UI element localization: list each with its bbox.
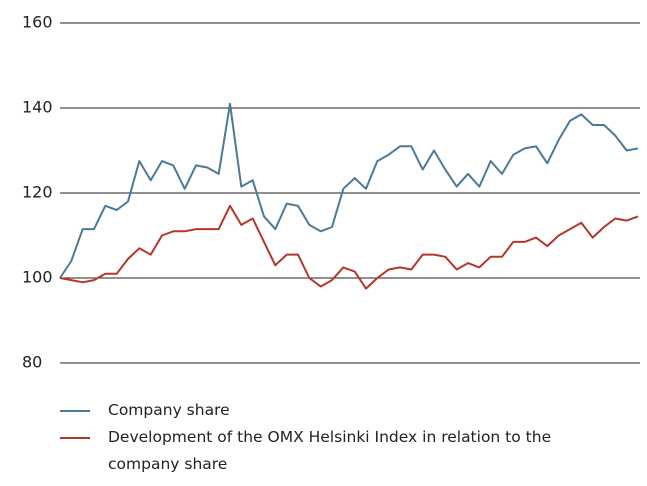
y-tick-label: 120 xyxy=(22,183,53,202)
y-tick-label: 140 xyxy=(22,98,53,117)
y-tick-label: 160 xyxy=(22,13,53,32)
series-line xyxy=(59,102,639,279)
legend-label: Company share xyxy=(108,401,230,419)
legend: Company share Development of the OMX Hels… xyxy=(60,397,580,478)
series-line xyxy=(59,204,639,290)
chart: 80 100 120 140 160 xyxy=(22,13,640,372)
legend-item: Development of the OMX Helsinki Index in… xyxy=(60,424,580,478)
y-tick-label: 100 xyxy=(22,268,53,287)
legend-swatch xyxy=(60,410,90,412)
legend-item: Company share xyxy=(60,397,580,424)
legend-swatch xyxy=(60,437,90,439)
legend-label: Development of the OMX Helsinki Index in… xyxy=(108,428,552,473)
y-tick-label: 80 xyxy=(22,353,42,372)
